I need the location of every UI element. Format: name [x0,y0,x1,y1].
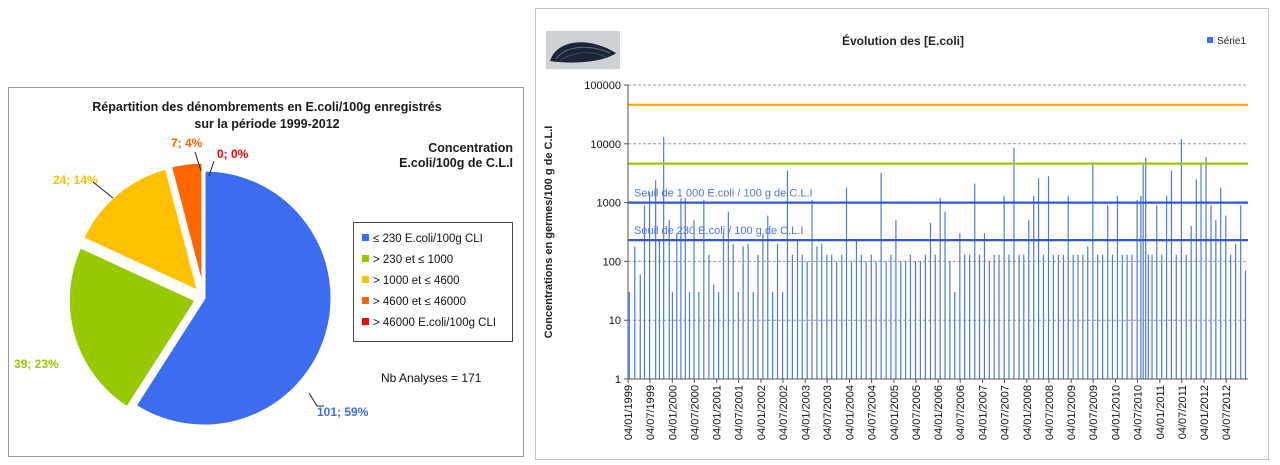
legend-item: > 46000 E.coli/100g CLI [362,317,496,329]
legend-swatch [362,234,369,241]
x-tick-label: 04/01/2005 [889,385,901,440]
x-tick-label: 04/07/2009 [1088,385,1100,440]
pie-chart-title-line2: sur la période 1999-2012 [194,117,340,131]
legend-item: ≤ 230 E.coli/100g CLI [362,233,483,245]
pie-data-label: 39; 23% [14,357,59,371]
pie-leader-line [208,160,215,177]
pie-data-label: 101; 59% [317,405,369,419]
legend-item: > 230 et ≤ 1000 [362,254,453,266]
x-tick-label: 04/01/2003 [800,385,812,440]
legend-title-line2: E.coli/100g de C.L.I [399,156,513,170]
x-tick-label: 04/07/2006 [955,385,967,440]
y-tick-label: 1000 [597,198,621,210]
x-tick-label: 04/07/2008 [1044,385,1056,440]
pie-slice [80,166,202,295]
y-tick-label: 1 [615,374,621,386]
x-tick-label: 04/01/2007 [978,385,990,440]
y-tick-label: 10000 [590,139,621,151]
x-tick-label: 04/07/2007 [999,385,1011,440]
x-tick-label: 04/07/2010 [1132,385,1144,440]
x-tick-label: 04/01/2008 [1022,385,1034,440]
y-tick-label: 100000 [584,80,621,92]
pie-chart-panel: Répartition des dénombrements en E.coli/… [8,87,524,457]
pie-slice [66,244,199,411]
threshold-label: Seuil de 230 E.coli / 100 g de C.L.I [634,225,803,237]
pie-data-label: 24; 14% [53,173,98,187]
series-legend: Série1 [1207,36,1246,47]
x-tick-label: 04/01/2001 [712,385,724,440]
legend-item: > 4600 et ≤ 46000 [362,296,466,308]
pie-slice [168,160,205,291]
pie-slice [132,168,334,428]
x-tick-label: 04/07/2004 [867,385,879,440]
mussel-image [546,31,620,69]
legend-swatch [362,297,369,304]
pie-chart: 101; 59% 39; 23% 24; 14% 7; 4% 0; 0% [14,136,369,428]
x-tick-label: 04/07/2003 [822,385,834,440]
x-tick-label: 04/01/2002 [756,385,768,440]
y-tick-label: 10 [609,315,621,327]
legend-label: ≤ 230 E.coli/100g CLI [373,233,483,245]
y-tick-label: 100 [603,256,621,268]
series-legend-swatch [1207,37,1214,43]
x-tick-label: 04/01/1999 [623,385,635,440]
x-tick-label: 04/01/2006 [933,385,945,440]
legend-label: > 1000 et ≤ 4600 [373,275,460,287]
ecoli-evolution-panel: Évolution des [E.coli] Série1 Concentrat… [535,8,1269,460]
legend-swatch [362,318,369,325]
x-tick-label: 04/01/2011 [1155,385,1167,439]
legend-swatch [362,255,369,262]
ecoli-log-chart: 1 10 100 1000 10000 100000 Seuil de 1 000 E.co… [584,80,1248,440]
x-tick-label: 04/07/2005 [911,385,923,440]
legend-title-line1: Concentration [428,141,513,155]
pie-leader-line [308,392,324,407]
x-tick-label: 04/01/2004 [845,385,857,440]
x-tick-label: 04/01/2012 [1199,385,1211,440]
line-chart-title: Évolution des [E.coli] [841,34,964,48]
series-legend-label: Série1 [1217,36,1246,47]
pie-leader-line [194,151,202,172]
pie-legend: ≤ 230 E.coli/100g CLI > 230 et ≤ 1000 > 10… [353,222,513,342]
legend-label: > 46000 E.coli/100g CLI [373,317,497,329]
x-tick-label: 04/07/2002 [778,385,790,440]
legend-swatch [362,276,369,283]
x-tick-label: 04/01/2000 [667,385,679,440]
pie-leader-line [92,181,114,199]
x-tick-label: 04/07/2000 [689,385,701,440]
legend-label: > 230 et ≤ 1000 [373,254,454,266]
pie-data-label: 0; 0% [217,147,249,161]
pie-data-label: 7; 4% [171,136,203,150]
x-tick-label: 04/07/2001 [734,385,746,440]
legend-label: > 4600 et ≤ 46000 [373,296,466,308]
nb-analyses-label: Nb Analyses = 171 [381,371,482,385]
threshold-label: Seuil de 1 000 E.coli / 100 g de C.L.I [634,188,813,200]
x-tick-label: 04/07/1999 [645,385,657,440]
legend-item: > 1000 et ≤ 4600 [362,275,460,287]
x-tick-label: 04/01/2010 [1111,385,1123,440]
x-tick-label: 04/07/2011 [1177,385,1189,439]
x-tick-label: 04/01/2009 [1066,385,1078,440]
pie-chart-title-line1: Répartition des dénombrements en E.coli/… [92,100,442,114]
x-tick-label: 04/07/2012 [1221,385,1233,440]
